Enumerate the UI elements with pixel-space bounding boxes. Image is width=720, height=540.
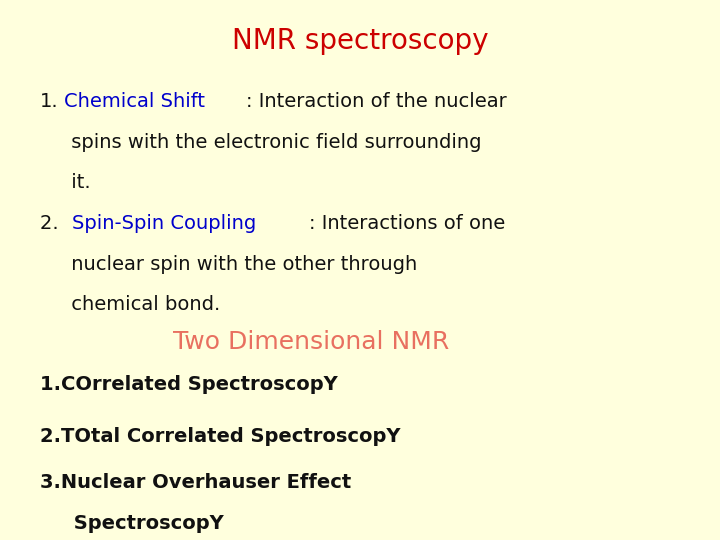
Text: chemical bond.: chemical bond. bbox=[40, 295, 220, 314]
Text: Chemical Shift: Chemical Shift bbox=[63, 92, 204, 111]
Text: 2.TOtal Correlated SpectroscopY: 2.TOtal Correlated SpectroscopY bbox=[40, 427, 400, 446]
Text: nuclear spin with the other through: nuclear spin with the other through bbox=[40, 255, 417, 274]
Text: 2.: 2. bbox=[40, 214, 65, 233]
Text: Two Dimensional NMR: Two Dimensional NMR bbox=[173, 330, 449, 354]
Text: SpectroscopY: SpectroscopY bbox=[40, 514, 223, 533]
Text: Spin-Spin Coupling: Spin-Spin Coupling bbox=[72, 214, 256, 233]
Text: spins with the electronic field surrounding: spins with the electronic field surround… bbox=[40, 133, 481, 152]
Text: 1.COrrelated SpectroscopY: 1.COrrelated SpectroscopY bbox=[40, 375, 338, 394]
Text: 1.: 1. bbox=[40, 92, 58, 111]
Text: 3.Nuclear Overhauser Effect: 3.Nuclear Overhauser Effect bbox=[40, 474, 351, 492]
Text: : Interaction of the nuclear: : Interaction of the nuclear bbox=[246, 92, 506, 111]
Text: NMR spectroscopy: NMR spectroscopy bbox=[232, 27, 488, 55]
Text: : Interactions of one: : Interactions of one bbox=[310, 214, 505, 233]
Text: it.: it. bbox=[40, 173, 90, 192]
